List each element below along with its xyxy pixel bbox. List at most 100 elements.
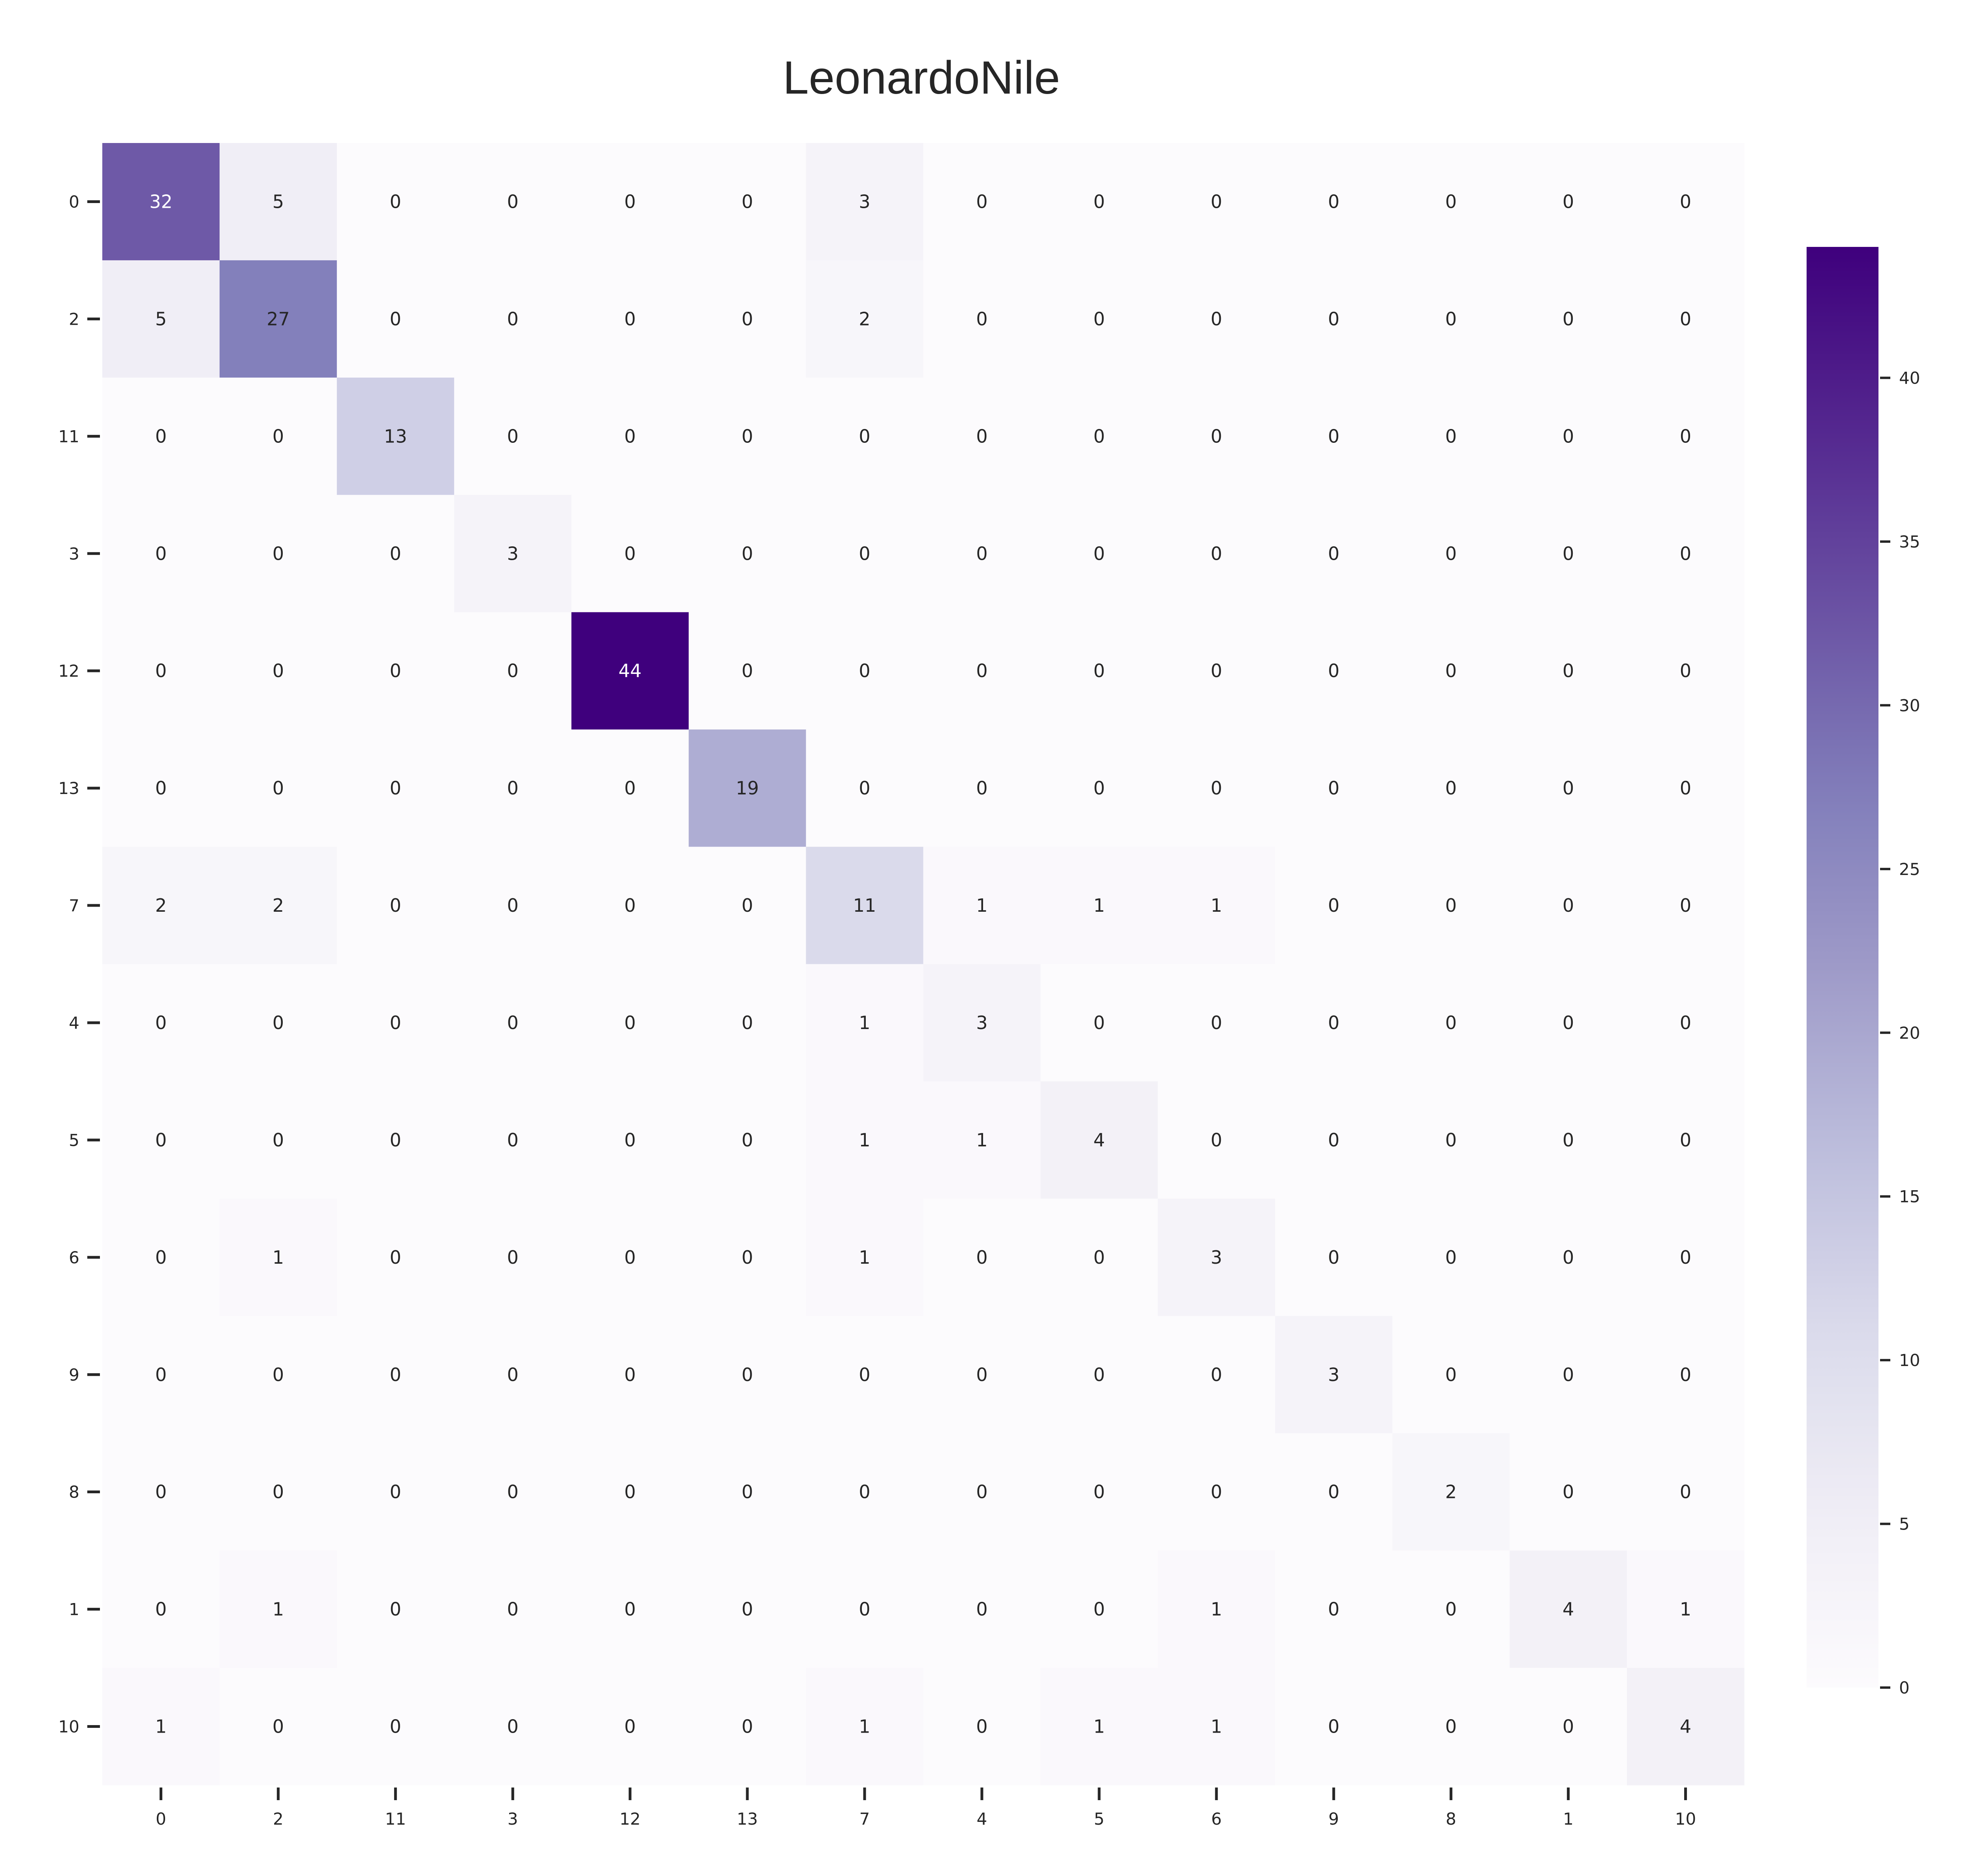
heatmap-cell <box>1627 1081 1745 1199</box>
cell-value-label: 0 <box>1328 1012 1339 1033</box>
cell-value-label: 0 <box>1211 543 1222 564</box>
cell-value-label: 0 <box>624 1716 636 1737</box>
heatmap-cell <box>806 143 923 261</box>
x-tick-label: 9 <box>1328 1809 1339 1829</box>
cell-value-label: 0 <box>1563 1716 1574 1737</box>
heatmap-cell <box>688 1316 807 1434</box>
heatmap-cell <box>1158 1550 1275 1668</box>
heatmap-cell <box>337 377 455 495</box>
cell-value-label: 0 <box>624 308 636 329</box>
heatmap-cell <box>102 495 220 613</box>
cell-value-label: 0 <box>741 425 753 447</box>
cell-value-label: 1 <box>273 1599 284 1620</box>
heatmap-cell <box>1510 964 1627 1082</box>
heatmap-cell <box>1158 260 1275 378</box>
cell-value-label: 0 <box>507 1129 519 1151</box>
cell-value-label: 0 <box>1680 1012 1691 1033</box>
colorbar-tick-label: 20 <box>1899 1023 1920 1042</box>
cell-value-label: 0 <box>155 1012 167 1033</box>
heatmap-cell <box>1040 1316 1158 1434</box>
y-tick-label: 7 <box>69 896 79 915</box>
heatmap-cell <box>571 143 689 261</box>
colorbar: 0 5 10 15 20 25 30 35 40 <box>1807 247 1920 1697</box>
cell-value-label: 0 <box>741 895 753 916</box>
heatmap-cell <box>1158 143 1275 261</box>
heatmap-cell <box>219 612 337 730</box>
heatmap-cell <box>688 1668 807 1786</box>
cell-value-label: 1 <box>1211 1599 1222 1620</box>
x-tick-label: 6 <box>1211 1809 1222 1829</box>
cell-value-label: 0 <box>859 1364 870 1385</box>
cell-value-label: 0 <box>1680 660 1691 681</box>
heatmap-cell <box>571 1199 689 1316</box>
x-tick-label: 10 <box>1675 1809 1696 1829</box>
heatmap-cell <box>219 729 337 847</box>
cell-value-label: 0 <box>507 308 519 329</box>
heatmap-cell <box>688 847 807 964</box>
colorbar-tick-label: 35 <box>1899 532 1920 551</box>
heatmap-cell <box>1392 1316 1510 1434</box>
heatmap-cell <box>806 377 923 495</box>
colorbar-tick-label: 0 <box>1899 1678 1910 1697</box>
cell-value-label: 0 <box>1211 308 1222 329</box>
cell-value-label: 0 <box>976 660 987 681</box>
cell-value-label: 3 <box>1211 1247 1222 1268</box>
heatmap-cell <box>923 1199 1041 1316</box>
cell-value-label: 0 <box>273 1012 284 1033</box>
cell-value-label: 0 <box>741 1247 753 1268</box>
x-tick-label: 4 <box>977 1809 987 1829</box>
heatmap-cell <box>806 260 923 378</box>
cell-value-label: 0 <box>624 191 636 212</box>
cell-value-label: 0 <box>1680 1364 1691 1385</box>
heatmap-cell <box>219 1550 337 1668</box>
cell-value-label: 0 <box>624 1129 636 1151</box>
heatmap-cell <box>102 1433 220 1551</box>
heatmap-cell <box>1392 964 1510 1082</box>
heatmap-cell <box>1275 612 1393 730</box>
cell-value-label: 0 <box>859 543 870 564</box>
cell-value-label: 1 <box>155 1716 167 1737</box>
heatmap-cell <box>1627 260 1745 378</box>
colorbar-tick-label: 40 <box>1899 369 1920 388</box>
heatmap-cell <box>454 612 572 730</box>
cell-value-label: 0 <box>976 777 987 799</box>
heatmap-cell <box>454 495 572 613</box>
heatmap-cell <box>219 1199 337 1316</box>
heatmap-cell <box>1392 495 1510 613</box>
cell-value-label: 0 <box>976 425 987 447</box>
cell-value-label: 0 <box>1445 1364 1457 1385</box>
heatmap-cell <box>1627 495 1745 613</box>
cell-value-label: 0 <box>1093 1364 1105 1385</box>
heatmap-cell <box>337 495 455 613</box>
heatmap-cell <box>1158 612 1275 730</box>
cell-value-label: 0 <box>1328 308 1339 329</box>
heatmap-cell <box>1040 1668 1158 1786</box>
cell-value-label: 0 <box>273 1364 284 1385</box>
heatmap-cell <box>688 260 807 378</box>
cell-value-label: 0 <box>976 1599 987 1620</box>
heatmap-cell <box>1158 729 1275 847</box>
cell-value-label: 2 <box>859 308 870 329</box>
heatmap-cell <box>1510 143 1627 261</box>
heatmap-cell <box>923 143 1041 261</box>
cell-value-label: 2 <box>273 895 284 916</box>
cell-value-label: 0 <box>273 660 284 681</box>
cell-value-label: 0 <box>390 895 401 916</box>
heatmap-cell <box>1627 1668 1745 1786</box>
x-tick-label: 3 <box>508 1809 518 1829</box>
cell-value-label: 0 <box>1211 1129 1222 1151</box>
cell-value-label: 1 <box>976 1129 987 1151</box>
cell-value-label: 0 <box>976 308 987 329</box>
heatmap-cell <box>454 1199 572 1316</box>
cell-value-label: 0 <box>624 1364 636 1385</box>
cell-value-label: 2 <box>155 895 167 916</box>
heatmap-cell <box>1392 847 1510 964</box>
heatmap-cell <box>688 964 807 1082</box>
cell-value-label: 5 <box>273 191 284 212</box>
cell-value-label: 0 <box>390 1481 401 1503</box>
cell-value-label: 1 <box>1093 895 1105 916</box>
heatmap-cell <box>1510 612 1627 730</box>
heatmap-cell <box>923 1550 1041 1668</box>
heatmap-cell <box>1627 729 1745 847</box>
